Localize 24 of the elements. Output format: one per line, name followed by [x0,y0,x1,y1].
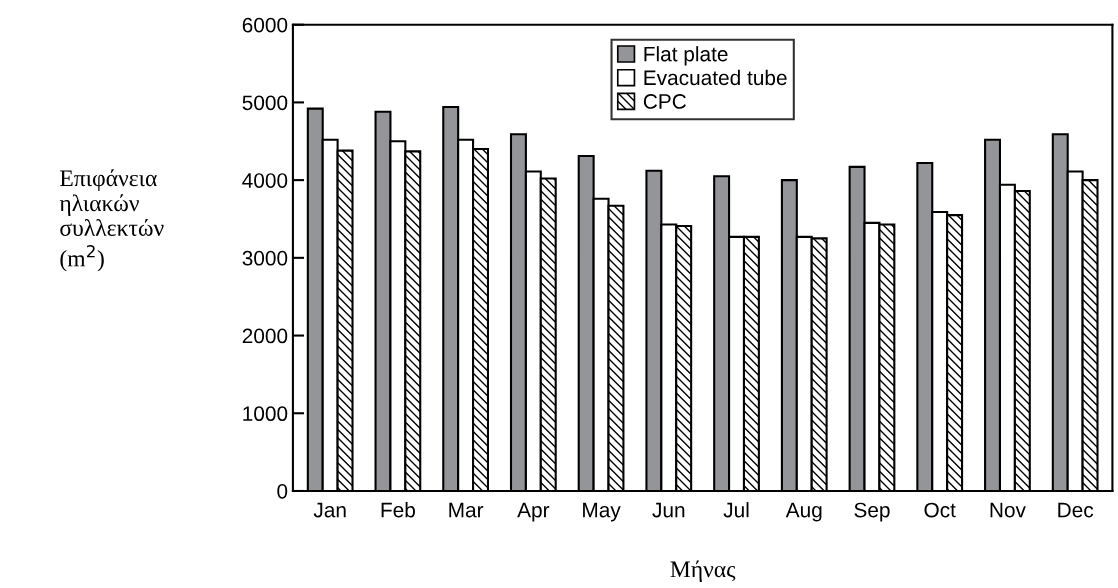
y-tick-label: 2000 [242,328,288,344]
y-tick-label: 5000 [242,95,288,111]
y-tick-label: 1000 [243,406,288,422]
x-tick-label: Jul [723,502,749,518]
y-tick-label: 6000 [242,17,288,33]
x-tick-label: Mar [449,502,484,518]
y-axis-title: Επιφάνεια ηλιακών συλλεκτών (m$^{2}$) [59,169,164,272]
x-tick-label: Aug [785,502,822,522]
legend-label: Evacuated tube [644,69,787,86]
y-tick-label: 4000 [242,173,288,188]
x-tick-label: May [583,502,621,522]
x-tick-label: Oct [924,502,956,518]
x-tick-label: Jun [652,502,685,518]
x-axis-title: Μήνας [670,560,736,583]
y-tick-label: 0 [277,483,288,499]
x-tick-label: Feb [381,502,415,518]
x-tick-label: Jan [313,502,346,518]
x-tick-label: Sep [854,502,890,522]
x-tick-label: Nov [990,502,1026,518]
y-tick-label: 3000 [242,250,288,266]
x-tick-label: Apr [517,502,550,522]
x-tick-label: Dec [1058,502,1094,518]
legend-label: Flat plate [644,46,728,66]
legend-label: CPC [643,94,686,109]
